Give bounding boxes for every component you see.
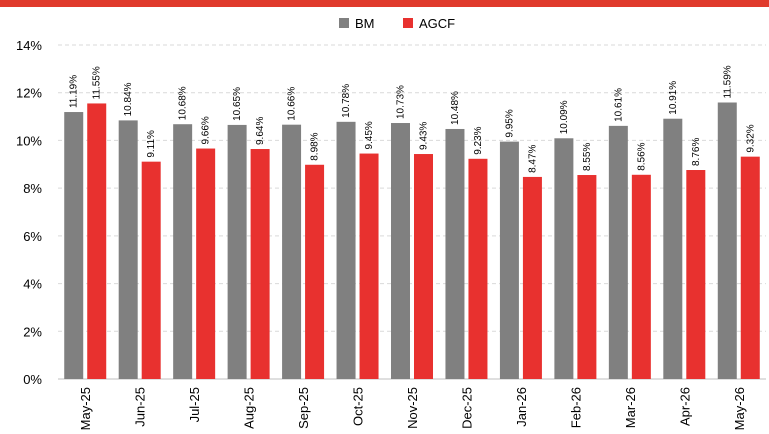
bar-bm xyxy=(118,120,138,379)
data-label: 10.84% xyxy=(123,82,134,116)
bar-bm xyxy=(282,124,302,379)
bar-bm xyxy=(554,138,574,379)
y-tick-label: 4% xyxy=(23,277,42,292)
gridlines xyxy=(58,44,766,380)
data-label: 11.59% xyxy=(722,65,733,98)
bar-bm xyxy=(336,121,356,379)
data-label: 10.78% xyxy=(341,84,352,118)
x-tick-label: Aug-25 xyxy=(242,387,257,429)
legend-label-agcf: AGCF xyxy=(419,16,455,31)
data-label: 9.45% xyxy=(364,121,375,149)
data-label: 9.66% xyxy=(201,116,212,144)
bar-bm xyxy=(445,128,465,379)
x-tick-label: Sep-25 xyxy=(296,387,311,429)
data-label: 8.47% xyxy=(527,144,538,172)
legend-swatch-agcf xyxy=(403,18,413,28)
x-tick-label: Nov-25 xyxy=(405,387,420,429)
y-tick-label: 8% xyxy=(23,181,42,196)
bar-agcf xyxy=(740,156,760,379)
x-tick-label: Jul-25 xyxy=(187,387,202,422)
y-tick-label: 14% xyxy=(16,38,42,53)
bar-agcf xyxy=(631,174,651,379)
legend-swatch-bm xyxy=(339,18,349,28)
x-tick-label: Dec-25 xyxy=(459,387,474,429)
data-label: 8.76% xyxy=(691,138,702,166)
bar-bm xyxy=(64,112,84,379)
x-tick-label: May-26 xyxy=(732,387,747,430)
bar-agcf xyxy=(359,153,379,379)
bar-bm xyxy=(499,141,519,379)
bars xyxy=(64,102,760,380)
x-tick-label: Jan-26 xyxy=(514,387,529,427)
bar-bm xyxy=(173,124,193,379)
x-axis-ticks: May-25 Jun-25 Jul-25 Aug-25 Sep-25 Oct-25 Nov-… xyxy=(78,387,747,430)
data-label: 8.55% xyxy=(582,143,593,171)
bar-agcf xyxy=(305,164,325,379)
x-tick-label: Jun-25 xyxy=(133,387,148,427)
bar-agcf xyxy=(196,148,216,379)
data-label: 10.61% xyxy=(613,88,624,122)
y-axis-ticks: 0% 2% 4% 6% 8% 10% 12% 14% xyxy=(16,38,42,387)
data-label: 11.55% xyxy=(92,66,103,99)
bar-agcf xyxy=(250,149,270,379)
x-tick-label: May-25 xyxy=(78,387,93,430)
bar-agcf xyxy=(577,175,597,379)
x-tick-label: Apr-26 xyxy=(677,387,692,426)
bar-bm xyxy=(227,124,247,380)
bar-bm xyxy=(717,102,737,379)
data-label: 9.23% xyxy=(473,126,484,154)
data-label: 10.91% xyxy=(668,81,679,115)
legend: BM AGCF xyxy=(339,16,455,31)
x-tick-label: Mar-26 xyxy=(623,387,638,428)
bar-agcf xyxy=(87,103,107,379)
bar-bm xyxy=(391,123,410,380)
y-tick-label: 10% xyxy=(16,133,42,148)
bar-bm xyxy=(608,125,628,379)
data-label: 9.95% xyxy=(504,109,515,137)
data-label: 10.65% xyxy=(232,87,243,121)
data-label: 10.66% xyxy=(287,87,298,121)
data-label: 9.43% xyxy=(419,122,430,150)
data-label: 10.09% xyxy=(559,100,570,134)
data-label: 10.73% xyxy=(396,85,407,119)
data-label: 8.56% xyxy=(636,142,647,170)
data-label: 10.48% xyxy=(450,91,461,125)
y-tick-label: 6% xyxy=(23,229,42,244)
data-label: 9.11% xyxy=(146,130,157,158)
bar-bm xyxy=(663,118,683,380)
legend-label-bm: BM xyxy=(355,16,375,31)
data-label: 11.19% xyxy=(69,75,80,108)
bar-agcf xyxy=(468,158,488,379)
data-label: 8.98% xyxy=(310,132,321,160)
data-label: 10.68% xyxy=(178,86,189,120)
y-tick-label: 0% xyxy=(23,372,42,387)
x-tick-label: Feb-26 xyxy=(568,387,583,428)
data-label: 9.32% xyxy=(745,124,756,152)
bar-agcf xyxy=(414,154,433,379)
bar-agcf xyxy=(522,176,542,379)
data-labels: 11.19% 11.55% 10.84% 9.11% 10.68% 9.66% 10.65%… xyxy=(69,65,757,173)
bar-agcf xyxy=(686,170,706,379)
top-accent-bar xyxy=(0,0,769,7)
bar-agcf xyxy=(141,161,161,379)
x-tick-label: Oct-25 xyxy=(351,387,366,426)
y-tick-label: 12% xyxy=(16,86,42,101)
data-label: 9.64% xyxy=(255,117,266,145)
y-tick-label: 2% xyxy=(23,324,42,339)
